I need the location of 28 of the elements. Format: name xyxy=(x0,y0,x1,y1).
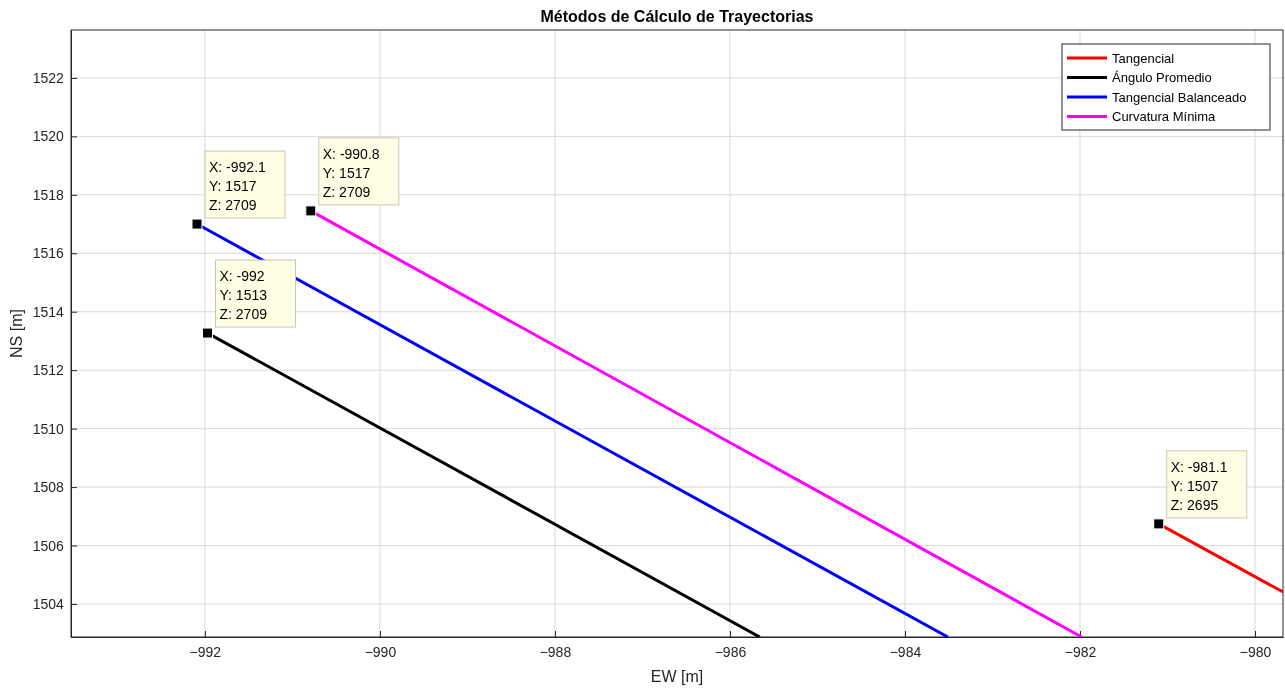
x-tick-label: −984 xyxy=(889,643,922,660)
x-tick-label: −980 xyxy=(1239,643,1272,660)
y-tick-label: 1518 xyxy=(32,186,64,203)
y-tick-label: 1506 xyxy=(32,537,64,554)
legend-label: Ángulo Promedio xyxy=(1112,70,1212,85)
x-tick-label: −982 xyxy=(1064,643,1097,660)
annotation: X: -990.8 Y: 1517 Z: 2709 xyxy=(322,145,380,200)
y-axis-title: NS [m] xyxy=(8,309,25,358)
annotation: X: -992 Y: 1513 Z: 2709 xyxy=(219,268,268,323)
x-tick-label: −990 xyxy=(364,643,397,660)
x-tick-label: −992 xyxy=(189,643,222,660)
legend-label: Tangencial Balanceado xyxy=(1112,89,1247,105)
y-tick-label: 1512 xyxy=(32,362,64,379)
x-tick-label: −986 xyxy=(714,643,747,660)
y-tick-label: 1510 xyxy=(32,420,64,437)
chart-title: Métodos de Cálculo de Trayectorias xyxy=(540,8,814,25)
y-tick-label: 1514 xyxy=(32,303,64,320)
legend-label: Curvatura Mínima xyxy=(1112,109,1217,124)
x-axis-title: EW [m] xyxy=(650,668,704,685)
annotation: X: -992.1 Y: 1517 Z: 2709 xyxy=(209,159,267,214)
y-tick-label: 1504 xyxy=(32,595,64,612)
legend-label: Tangencial xyxy=(1112,50,1175,66)
annotation: X: -981.1 Y: 1507 Z: 2695 xyxy=(1170,458,1228,513)
y-tick-label: 1508 xyxy=(32,479,64,496)
y-tick-label: 1522 xyxy=(32,69,64,86)
x-tick-label: −988 xyxy=(539,643,572,660)
y-tick-label: 1516 xyxy=(32,245,64,262)
y-tick-label: 1520 xyxy=(32,128,64,145)
